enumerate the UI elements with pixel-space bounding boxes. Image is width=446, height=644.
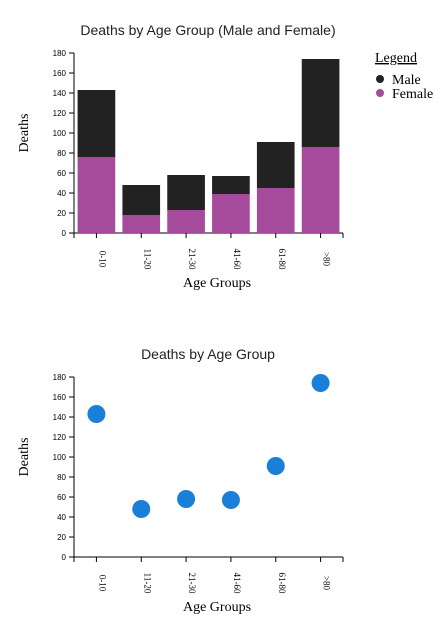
- chart1-x-tick-label: 21-30: [187, 249, 197, 270]
- chart2-points: [87, 374, 330, 518]
- chart1-y-tick-label: 20: [57, 209, 66, 218]
- point-11-20: [132, 500, 151, 518]
- chart1-x-tick-label: 11-20: [142, 249, 152, 270]
- chart2-y-tick-label: 160: [53, 393, 67, 402]
- chart2-y-axis-label: Deaths: [17, 438, 32, 477]
- chart2-x-tick-label: 61-80: [277, 573, 287, 594]
- chart1-x-axis: 0-10 11-20 21-30 41-60 61-80 >80: [73, 232, 344, 270]
- chart2-y-tick-label: 60: [57, 493, 66, 502]
- chart2-y-tick-label: 0: [62, 553, 67, 562]
- chart1-x-tick-label: >80: [322, 252, 332, 267]
- stacked-bar-chart: Deaths by Age Group (Male and Female) 0 2…: [17, 22, 433, 291]
- bar-male-11-20: [122, 185, 161, 215]
- bar-male-61-80: [256, 142, 295, 188]
- point-21-30: [177, 490, 196, 508]
- chart2-x-axis-label: Age Groups: [183, 600, 251, 615]
- bar-male-0-10: [77, 90, 116, 157]
- bar-male-21-30: [167, 175, 205, 210]
- chart1-y-tick-label: 0: [62, 229, 67, 238]
- point->80: [311, 374, 330, 392]
- legend-title: Legend: [375, 51, 417, 66]
- bar-female-0-10: [77, 157, 116, 233]
- chart1-legend: Legend Male Female: [375, 51, 433, 102]
- bar-female-21-30: [167, 210, 205, 233]
- point-41-60: [221, 491, 240, 509]
- chart1-title: Deaths by Age Group (Male and Female): [80, 22, 335, 38]
- chart1-y-tick-label: 160: [53, 69, 67, 78]
- legend-female-label: Female: [392, 87, 433, 102]
- chart1-bars: [77, 59, 340, 233]
- legend-female-marker: [376, 89, 384, 97]
- chart1-y-tick-label: 180: [53, 49, 67, 58]
- chart2-y-tick-label: 20: [57, 533, 66, 542]
- chart1-x-axis-label: Age Groups: [183, 276, 251, 291]
- chart1-y-tick-label: 60: [57, 169, 66, 178]
- chart1-x-tick-label: 0-10: [97, 251, 107, 268]
- chart2-y-tick-label: 80: [57, 473, 66, 482]
- bar-male-41-60: [212, 176, 250, 194]
- bar-male->80: [301, 59, 340, 147]
- legend-male-marker: [376, 75, 384, 83]
- bar-female-61-80: [256, 188, 295, 233]
- chart1-y-axis-label: Deaths: [17, 114, 32, 153]
- chart2-x-tick-label: >80: [322, 576, 332, 591]
- chart1-y-tick-label: 120: [53, 109, 67, 118]
- bar-female-41-60: [212, 194, 250, 233]
- chart2-y-tick-label: 180: [53, 373, 67, 382]
- chart1-y-tick-label: 40: [57, 189, 66, 198]
- chart2-y-tick-label: 100: [53, 453, 67, 462]
- point-0-10: [87, 405, 106, 423]
- chart1-y-tick-label: 80: [57, 149, 66, 158]
- chart1-y-tick-label: 140: [53, 89, 67, 98]
- legend-male-label: Male: [392, 73, 421, 88]
- chart2-x-tick-label: 0-10: [97, 575, 107, 592]
- chart2-y-axis: 0 20 40 60 80 100 120 140 160 180: [53, 373, 75, 562]
- chart1-x-tick-label: 41-60: [232, 249, 242, 270]
- chart2-x-tick-label: 41-60: [232, 573, 242, 594]
- bar-female-11-20: [122, 215, 161, 233]
- chart2-y-tick-label: 140: [53, 413, 67, 422]
- chart2-y-tick-label: 120: [53, 433, 67, 442]
- scatter-chart: Deaths by Age Group 0 20 40 60 80 100 120 140 16…: [17, 346, 344, 615]
- chart1-y-tick-label: 100: [53, 129, 67, 138]
- chart2-y-tick-label: 40: [57, 513, 66, 522]
- chart1-x-tick-label: 61-80: [277, 249, 287, 270]
- chart2-x-tick-label: 11-20: [142, 573, 152, 594]
- chart2-x-tick-label: 21-30: [187, 573, 197, 594]
- chart2-title: Deaths by Age Group: [141, 346, 275, 362]
- point-61-80: [266, 457, 285, 475]
- chart2-x-axis: 0-10 11-20 21-30 41-60 61-80 >80: [73, 556, 344, 594]
- bar-female->80: [301, 147, 340, 233]
- chart1-y-axis: 0 20 40 60 80 100 120 140 160 180: [53, 49, 75, 238]
